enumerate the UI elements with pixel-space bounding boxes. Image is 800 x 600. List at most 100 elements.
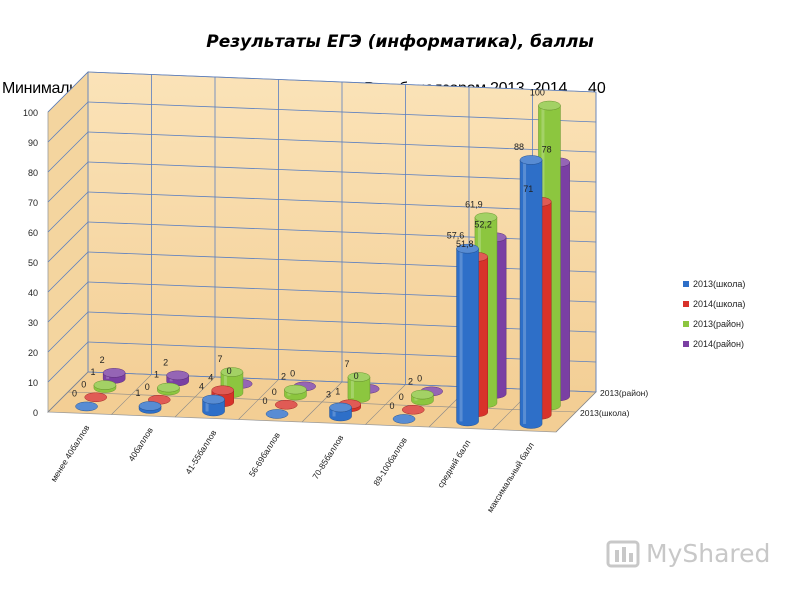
legend-swatch [683, 321, 689, 327]
depth-axis-label: 2013(район) [600, 388, 648, 398]
data-label: 0 [227, 366, 232, 376]
bar-top [456, 243, 479, 254]
bar-highlight [350, 377, 354, 399]
data-label: 7 [217, 354, 222, 364]
x-tick-label: 70-85баллов [310, 433, 345, 481]
bar-3-4 [284, 384, 307, 401]
x-tick-label: средний балл [435, 438, 472, 489]
data-label: 1 [154, 370, 159, 380]
legend-entry: 2014(район) [693, 339, 744, 349]
bar-highlight [523, 159, 527, 424]
legend-entry: 2014(школа) [693, 299, 745, 309]
bar-top [202, 394, 225, 405]
chart-frame [47, 71, 597, 433]
y-tick-label: 20 [28, 348, 38, 358]
gridline-side [47, 281, 89, 323]
y-tick-label: 40 [28, 288, 38, 298]
gridline-side [47, 341, 89, 383]
gridline-side [47, 311, 89, 353]
bar-top [347, 372, 371, 382]
x-tick-label: 40баллов [126, 425, 155, 463]
gridline-side [47, 131, 89, 173]
data-label: 2 [163, 357, 168, 367]
bar-top [538, 100, 561, 111]
data-label: 0 [354, 371, 359, 381]
bar-top [211, 385, 234, 395]
bar-top [329, 402, 352, 413]
y-tick-label: 100 [23, 108, 38, 118]
bar-2-6 [402, 405, 425, 415]
bar-top [166, 370, 189, 381]
data-label: 0 [145, 382, 150, 392]
bar-3-6 [411, 389, 434, 406]
data-label: 78 [542, 144, 552, 154]
data-label: 61,9 [465, 199, 483, 209]
data-label: 57,6 [447, 231, 465, 241]
bar-top [138, 401, 162, 411]
gridline-side [47, 71, 89, 113]
bar-top [102, 368, 126, 378]
data-label: 4 [199, 381, 204, 391]
bar-3-2 [157, 382, 180, 396]
chart-legend: 2013(школа) 2014(школа) 2013(район) 2014(ра… [683, 279, 745, 349]
bar-highlight [332, 407, 336, 417]
bar-top [93, 380, 117, 390]
bar-1-8 [519, 155, 543, 429]
bar-1-6 [392, 414, 416, 424]
bar-2-4 [275, 400, 298, 410]
legend-swatch [683, 301, 689, 307]
legend-entry: 2013(район) [693, 319, 744, 329]
y-tick-label: 80 [28, 168, 38, 178]
page-title: Результаты ЕГЭ (информатика), баллы [206, 32, 594, 52]
data-label: 0 [417, 373, 422, 383]
gridline-side [47, 161, 89, 203]
bar-top [474, 212, 498, 223]
bar-highlight [205, 399, 209, 412]
bar-2-1 [84, 392, 107, 402]
x-tick-label: максимальный балл [485, 440, 536, 514]
bar-top [265, 409, 289, 419]
x-tick-label: 56-69баллов [247, 430, 282, 478]
logo-text: MyShared [646, 539, 771, 568]
y-tick-label: 90 [28, 138, 38, 148]
y-tick-label: 60 [28, 228, 38, 238]
chart-bars [75, 100, 570, 429]
data-label: 1 [136, 388, 141, 398]
data-label: 0 [81, 379, 86, 389]
data-label: 0 [272, 387, 277, 397]
bar-top [411, 389, 434, 400]
y-tick-label: 70 [28, 198, 38, 208]
floor-depth-divider [67, 391, 577, 413]
bar-top [402, 405, 425, 415]
data-label: 0 [72, 388, 77, 398]
gridline-side [47, 221, 89, 263]
bar-highlight [223, 372, 227, 394]
data-label: 1 [90, 367, 95, 377]
data-label: 52,2 [474, 219, 492, 229]
y-tick-label: 10 [28, 378, 38, 388]
x-tick-label: 41-55баллов [183, 428, 218, 476]
bar-3-5 [347, 372, 371, 403]
gridline-side [47, 191, 89, 233]
bar-1-1 [75, 401, 98, 412]
data-label: 88 [514, 142, 524, 152]
data-label: 1 [335, 386, 340, 396]
data-label: 100 [530, 88, 545, 98]
data-label: 2 [100, 355, 105, 365]
y-tick-label: 30 [28, 318, 38, 328]
gridline-side [47, 101, 89, 143]
bar-3-1 [93, 380, 117, 393]
data-label: 2 [281, 372, 286, 382]
data-label: 3 [326, 389, 331, 399]
bar-3-3 [220, 367, 244, 398]
bar-top [157, 382, 180, 393]
y-tick-label: 50 [28, 258, 38, 268]
depth-axis-label: 2013(школа) [580, 408, 630, 418]
logo-icon [606, 540, 640, 568]
data-label: 4 [208, 372, 213, 382]
legend-entry: 2013(школа) [693, 279, 745, 289]
data-label: 0 [290, 368, 295, 378]
bar-top [392, 414, 416, 424]
bar-top [519, 155, 543, 165]
